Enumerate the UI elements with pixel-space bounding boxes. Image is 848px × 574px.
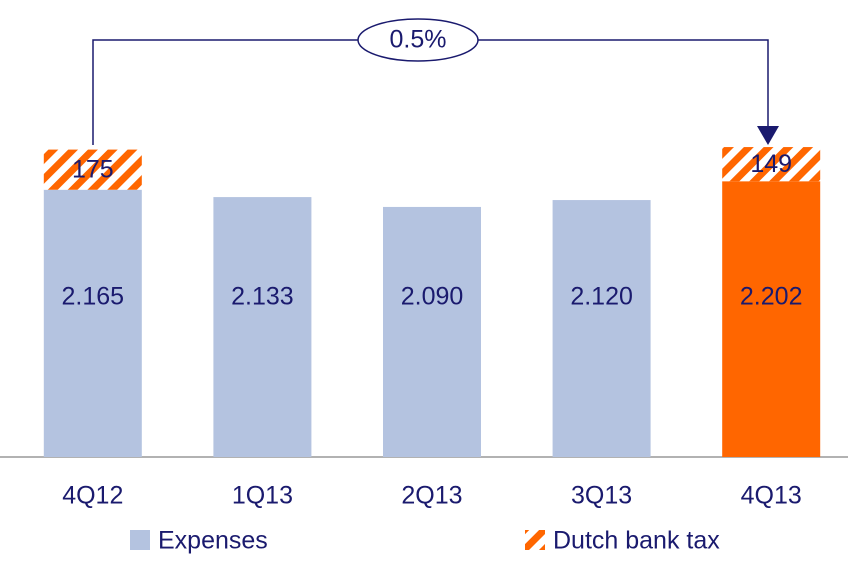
x-tick-label: 4Q12 [62, 482, 123, 510]
x-tick-label: 1Q13 [232, 482, 293, 510]
bar-segment [213, 197, 312, 457]
annotation-bubble [357, 18, 479, 62]
data-label: 2.165 [62, 283, 125, 311]
data-label: 2.090 [401, 283, 464, 311]
bar-segment [722, 147, 821, 182]
bar-segment [722, 181, 821, 457]
data-label: 2.133 [231, 283, 294, 311]
bar-segment [43, 149, 142, 190]
bar-segment [383, 206, 481, 457]
data-label: 2.202 [740, 283, 803, 311]
bar-segment [43, 189, 142, 457]
bar-segment [552, 200, 651, 457]
x-tick-label: 2Q13 [401, 482, 462, 510]
x-tick-label: 3Q13 [571, 482, 632, 510]
x-tick-label: 4Q13 [741, 482, 802, 510]
data-label: 175 [72, 155, 114, 183]
data-label: 2.120 [570, 283, 633, 311]
data-label: 149 [750, 150, 792, 178]
annotation: 0.5% [390, 26, 447, 54]
legend-swatch [130, 530, 150, 550]
legend-label: Expenses [158, 527, 268, 555]
annotation-arrowhead [757, 126, 779, 145]
annotation-bracket [92, 39, 769, 145]
legend-swatch [525, 530, 545, 550]
legend-label: Dutch bank tax [553, 527, 720, 555]
